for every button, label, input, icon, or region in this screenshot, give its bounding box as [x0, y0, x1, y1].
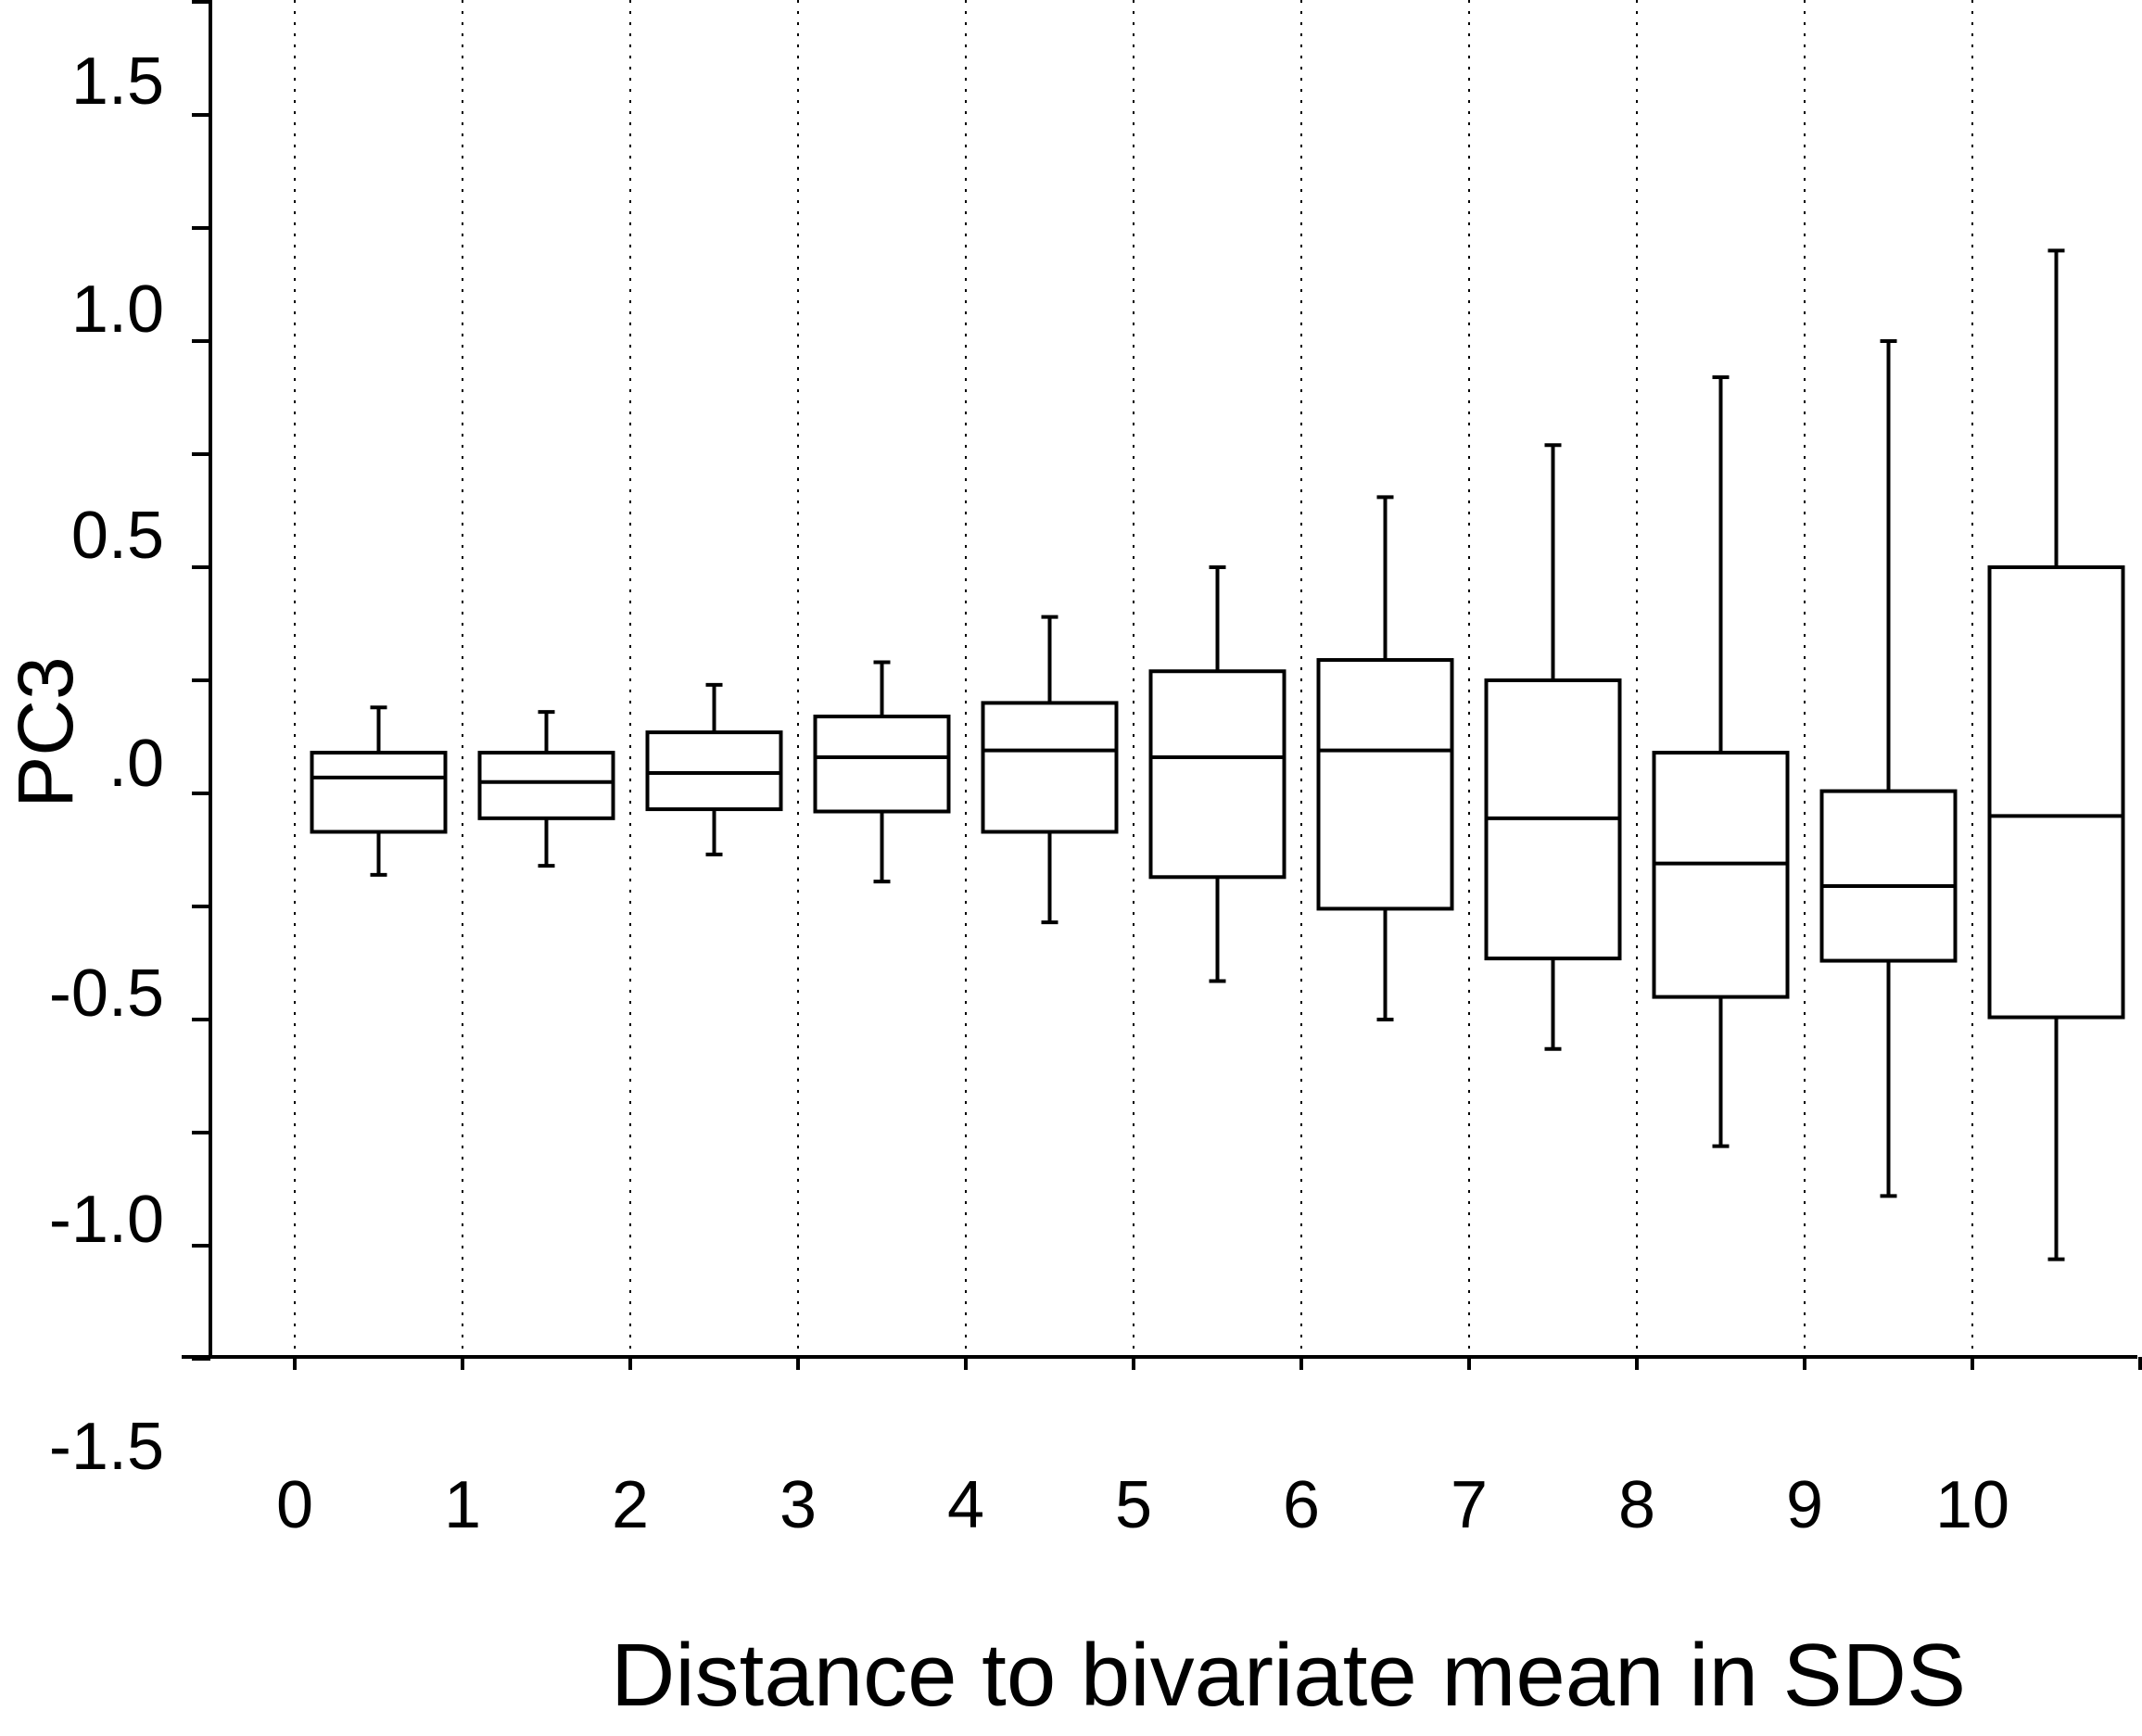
iqr-box	[1819, 789, 1958, 963]
iqr-box	[310, 751, 448, 834]
box-series	[310, 248, 2125, 1261]
box-6	[1316, 495, 1454, 1021]
y-tick-label: 1.0	[71, 272, 164, 347]
iqr-box	[645, 730, 783, 812]
vertical-grid-lines	[294, 0, 1973, 1357]
iqr-box	[477, 751, 615, 820]
iqr-box	[813, 715, 951, 814]
y-axis-label: PC3	[2, 656, 89, 807]
x-tick-label: 1	[444, 1468, 481, 1542]
x-tick-label: 8	[1618, 1468, 1655, 1542]
x-tick-label: 9	[1786, 1468, 1823, 1542]
box-0	[310, 705, 448, 877]
box-3	[813, 660, 951, 884]
x-ticks: 0 1 2 3 4 5 6 7 8 9 10	[276, 1357, 2142, 1542]
box-9	[1819, 339, 1958, 1198]
x-tick-label: 2	[612, 1468, 649, 1542]
x-axis-label: Distance to bivariate mean in SDS	[611, 1626, 1966, 1725]
box-8	[1652, 375, 1790, 1148]
y-tick-label: -0.5	[49, 957, 164, 1031]
x-tick-label: 3	[779, 1468, 817, 1542]
axes	[182, 0, 2137, 1359]
x-tick-label: 0	[276, 1468, 313, 1542]
y-tick-label: -1.0	[49, 1183, 164, 1257]
iqr-box	[1652, 751, 1790, 999]
box-1	[477, 710, 615, 868]
box-5	[1148, 565, 1286, 983]
y-ticks: 1.5 1.0 0.5 .0 -0.5 -1.0 -1.5	[49, 0, 210, 1484]
box-10	[1987, 248, 2125, 1261]
box-4	[981, 615, 1119, 925]
y-tick-label: 1.5	[71, 44, 164, 119]
iqr-box	[981, 701, 1119, 834]
iqr-box	[1148, 669, 1286, 880]
box-7	[1484, 443, 1622, 1051]
box-2	[645, 682, 783, 856]
y-tick-label: 0.5	[71, 499, 164, 573]
x-tick-label: 10	[1935, 1468, 2009, 1542]
x-tick-label: 5	[1115, 1468, 1152, 1542]
x-tick-label: 4	[947, 1468, 984, 1542]
iqr-box	[1987, 565, 2125, 1020]
y-tick-label: -1.5	[49, 1410, 164, 1484]
iqr-box	[1316, 658, 1454, 911]
y-tick-label: .0	[108, 727, 164, 801]
x-tick-label: 7	[1451, 1468, 1488, 1542]
x-tick-label: 6	[1283, 1468, 1320, 1542]
